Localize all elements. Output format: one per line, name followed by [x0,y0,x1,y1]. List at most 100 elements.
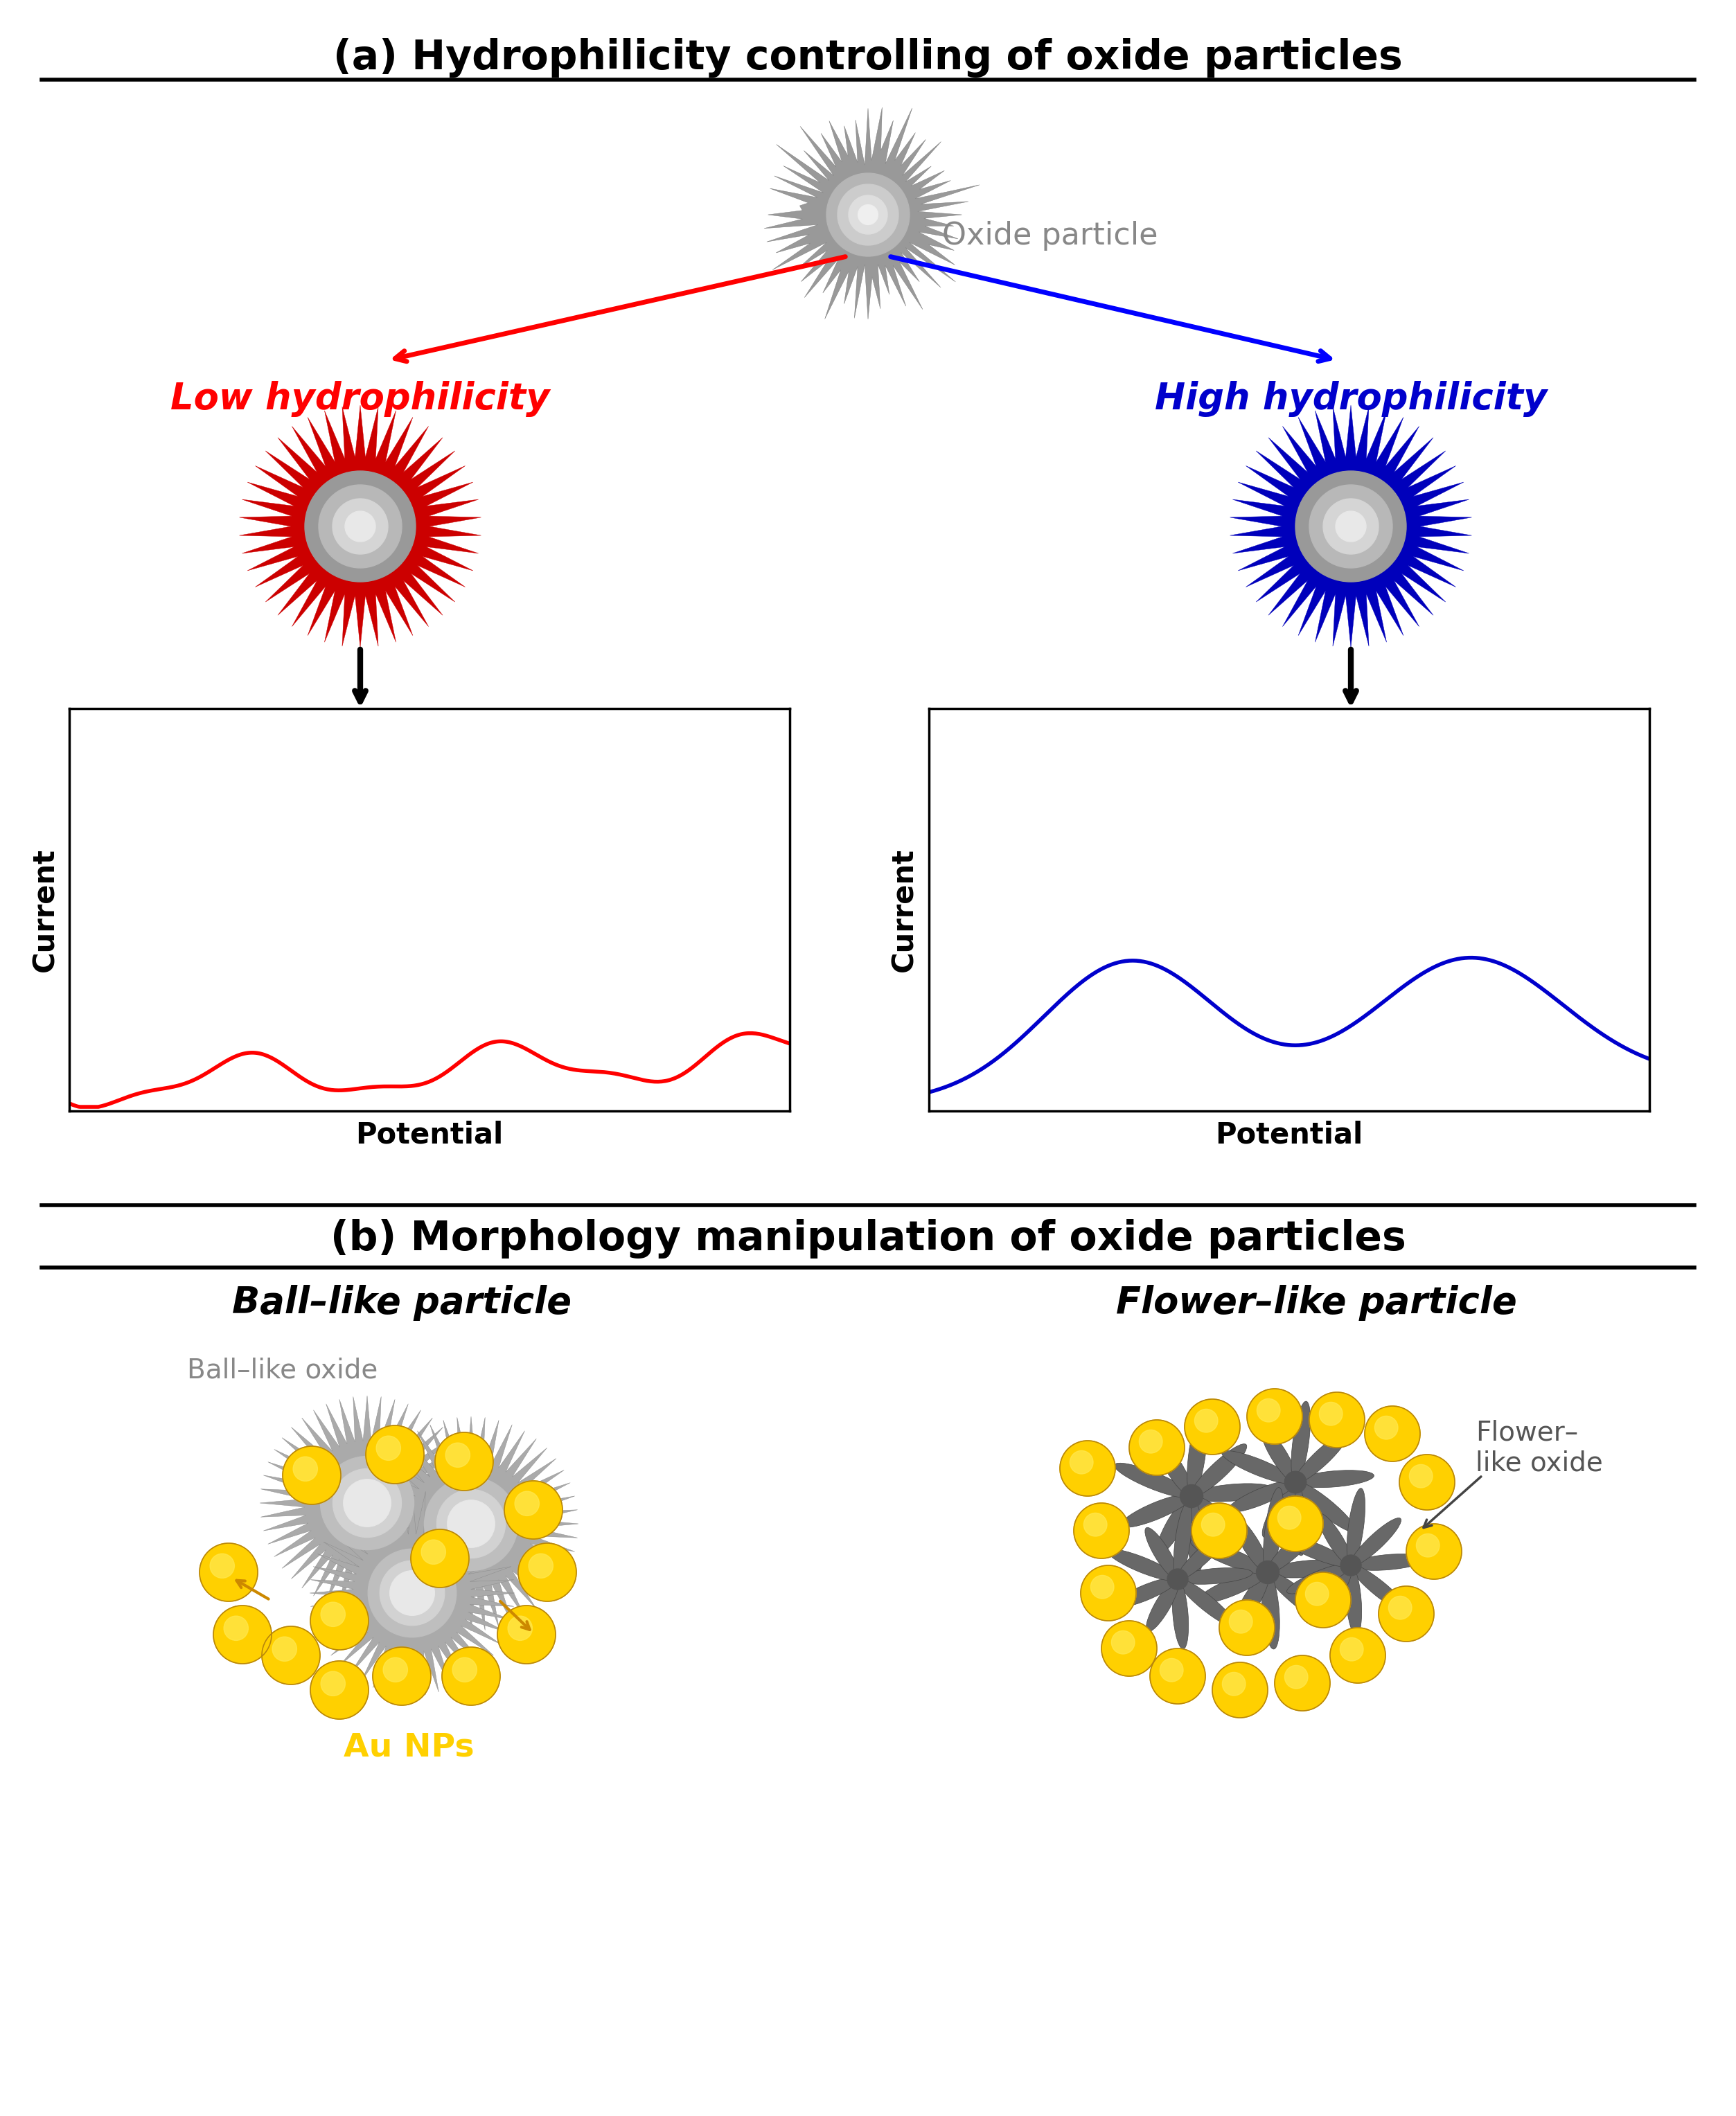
Circle shape [311,1661,368,1718]
Circle shape [1090,1574,1115,1598]
Circle shape [529,1553,554,1579]
Circle shape [498,1606,556,1663]
Circle shape [1257,1562,1279,1583]
Circle shape [826,174,910,256]
Circle shape [1278,1507,1300,1530]
Circle shape [1149,1648,1205,1703]
Circle shape [1167,1568,1187,1589]
Ellipse shape [1351,1517,1401,1566]
Ellipse shape [1319,1566,1352,1619]
Circle shape [1111,1631,1135,1655]
Circle shape [311,1591,368,1650]
Circle shape [1330,1627,1385,1682]
Circle shape [1323,499,1378,554]
Circle shape [1246,1388,1302,1443]
Text: Low hydrophilicity: Low hydrophilicity [170,381,550,417]
Circle shape [858,205,878,224]
Ellipse shape [1121,1494,1191,1528]
Ellipse shape [1281,1536,1351,1568]
Ellipse shape [1290,1481,1307,1555]
Text: Flower–like particle: Flower–like particle [1116,1284,1517,1320]
Text: (b) Morphology manipulation of oxide particles: (b) Morphology manipulation of oxide par… [330,1219,1406,1259]
Circle shape [377,1437,401,1460]
Circle shape [1180,1485,1203,1507]
Circle shape [321,1602,345,1627]
Circle shape [1378,1587,1434,1642]
Circle shape [1375,1416,1397,1439]
Circle shape [1285,1471,1305,1494]
Circle shape [1295,1572,1351,1627]
Ellipse shape [1345,1566,1361,1636]
Circle shape [437,1490,505,1557]
Polygon shape [764,108,979,320]
Circle shape [1212,1663,1267,1718]
Circle shape [509,1617,533,1640]
Circle shape [200,1543,257,1602]
Ellipse shape [1177,1532,1227,1581]
Circle shape [1101,1621,1156,1676]
Circle shape [1285,1665,1307,1689]
Circle shape [262,1627,319,1684]
Circle shape [448,1500,495,1547]
Circle shape [1274,1655,1330,1712]
Circle shape [1069,1452,1094,1475]
Circle shape [1061,1441,1115,1496]
Circle shape [333,499,387,554]
Circle shape [1406,1524,1462,1579]
Text: High hydrophilicity: High hydrophilicity [1154,381,1547,417]
Text: Ball–like oxide: Ball–like oxide [187,1358,378,1384]
Circle shape [1389,1595,1411,1619]
Ellipse shape [1264,1488,1283,1572]
Circle shape [505,1481,562,1538]
Ellipse shape [1318,1513,1352,1566]
Circle shape [424,1477,517,1570]
Circle shape [1139,1430,1163,1454]
Circle shape [1160,1659,1184,1682]
Ellipse shape [1260,1428,1297,1483]
Circle shape [1399,1454,1455,1511]
Ellipse shape [1292,1401,1311,1481]
Circle shape [1184,1399,1240,1454]
Ellipse shape [1262,1572,1279,1648]
Polygon shape [240,404,481,647]
Ellipse shape [1115,1462,1191,1498]
Circle shape [321,1456,413,1549]
Circle shape [1257,1399,1279,1422]
Circle shape [1191,1502,1246,1557]
Ellipse shape [1295,1481,1356,1532]
Circle shape [344,1479,391,1528]
Circle shape [1222,1672,1245,1695]
Circle shape [333,1469,401,1538]
Circle shape [1309,485,1392,567]
Circle shape [321,1672,345,1695]
Circle shape [1335,512,1366,542]
Ellipse shape [1351,1553,1425,1570]
Circle shape [1305,1583,1328,1606]
Circle shape [422,1540,446,1564]
Ellipse shape [1198,1570,1267,1604]
Polygon shape [309,1490,514,1695]
Text: Au NPs: Au NPs [344,1731,474,1763]
Circle shape [273,1638,297,1661]
Circle shape [1410,1464,1432,1488]
Polygon shape [260,1397,474,1610]
Ellipse shape [1108,1549,1177,1581]
Circle shape [446,1443,470,1466]
Circle shape [380,1562,444,1625]
Circle shape [1340,1555,1361,1576]
Ellipse shape [1351,1564,1408,1612]
Circle shape [1295,472,1406,582]
Ellipse shape [1267,1572,1332,1625]
Ellipse shape [1146,1528,1179,1579]
Ellipse shape [1172,1579,1189,1648]
Circle shape [517,1543,576,1602]
Circle shape [319,485,401,567]
Ellipse shape [1233,1572,1269,1629]
Circle shape [366,1426,424,1483]
Y-axis label: Current: Current [31,849,59,971]
Text: Ball–like particle: Ball–like particle [233,1284,571,1320]
Text: Low current response: Low current response [148,724,573,758]
Ellipse shape [1295,1433,1349,1483]
Circle shape [1319,1403,1342,1426]
Circle shape [306,472,415,582]
